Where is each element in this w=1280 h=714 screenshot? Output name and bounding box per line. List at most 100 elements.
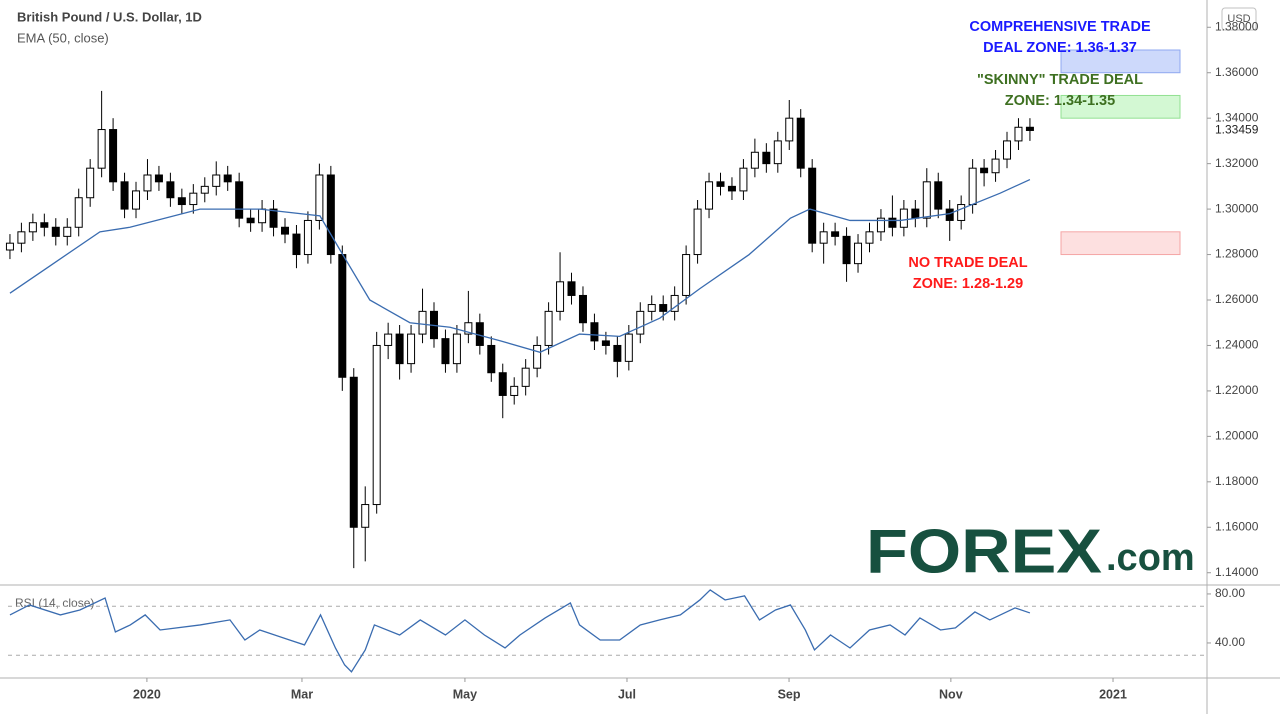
candle-body	[86, 167, 95, 199]
candle-body	[40, 222, 49, 228]
candle-body	[384, 333, 393, 346]
candle-body	[957, 204, 966, 221]
candle-body	[452, 333, 461, 365]
x-tick-label: 2021	[1099, 687, 1127, 701]
candle-body	[372, 344, 381, 506]
indicator-label: EMA (50, close)	[17, 30, 109, 45]
y-tick-label: 80.00	[1215, 586, 1245, 600]
y-tick-label: 1.26000	[1215, 292, 1259, 306]
y-tick-label: 1.36000	[1215, 65, 1259, 79]
candle-body	[567, 281, 576, 296]
candle-body	[315, 174, 324, 221]
candle-body	[235, 181, 244, 219]
candle-body	[1025, 126, 1034, 131]
zone-label: COMPREHENSIVE TRADE	[969, 19, 1151, 35]
candle-body	[487, 344, 496, 374]
candle-body	[693, 208, 702, 256]
candle-body	[796, 117, 805, 169]
currency-label[interactable]: USD	[1227, 13, 1250, 25]
candle-body	[510, 385, 519, 396]
candle-body	[109, 129, 118, 183]
candle-body	[762, 151, 771, 165]
candle-body	[258, 208, 267, 224]
x-tick-label: Mar	[291, 687, 313, 701]
candle-body	[177, 197, 186, 206]
candle-body	[716, 181, 725, 187]
candle-body	[189, 192, 198, 206]
candle-body	[17, 231, 26, 244]
candle-body	[934, 181, 943, 210]
candle-body	[246, 217, 255, 224]
candle-body	[556, 281, 565, 312]
candle-body	[292, 233, 301, 256]
candle-body	[980, 167, 989, 174]
zone	[1060, 231, 1181, 256]
y-tick-label: 1.38000	[1215, 19, 1259, 33]
candle-body	[636, 310, 645, 335]
candle-body	[51, 226, 60, 237]
y-tick-label: 40.00	[1215, 635, 1245, 649]
candle-body	[200, 185, 209, 194]
x-tick-label: Nov	[939, 687, 963, 701]
y-tick-label: 1.20000	[1215, 429, 1259, 443]
candle-body	[808, 167, 817, 244]
y-tick-label: 1.32000	[1215, 156, 1259, 170]
candle-body	[223, 174, 232, 183]
candle-body	[326, 174, 335, 256]
candle-body	[154, 174, 163, 183]
candle-body	[441, 338, 450, 365]
y-tick-label: 1.18000	[1215, 474, 1259, 488]
currency-box[interactable]	[1221, 7, 1257, 31]
candle-body	[659, 304, 668, 312]
candle-body	[269, 208, 278, 228]
candle-body	[464, 322, 473, 335]
candle-body	[498, 372, 507, 396]
logo-suffix: .com	[1106, 537, 1195, 579]
y-tick-label: 1.24000	[1215, 338, 1259, 352]
y-tick-label: 1.30000	[1215, 201, 1259, 215]
candle-body	[63, 226, 72, 237]
candle-body	[670, 294, 679, 312]
candle-body	[143, 174, 152, 192]
candle-body	[968, 167, 977, 206]
line-series	[9, 589, 1031, 673]
candle-body	[28, 222, 37, 233]
candle-body	[911, 208, 920, 219]
candle-body	[991, 158, 1000, 174]
candle-body	[407, 333, 416, 365]
last-price-box	[1208, 122, 1270, 139]
candle-body	[842, 235, 851, 265]
candle-body	[647, 304, 656, 312]
candle-body	[899, 208, 908, 228]
candle-body	[132, 190, 141, 210]
y-tick-label: 1.34000	[1215, 110, 1259, 124]
zone-label: ZONE: 1.28-1.29	[913, 276, 1023, 292]
candle-body	[74, 197, 83, 228]
candle-body	[773, 140, 782, 165]
candle-body	[166, 181, 175, 199]
candle-body	[5, 242, 14, 251]
candle-body	[831, 231, 840, 237]
candle-body	[590, 322, 599, 342]
candle-body	[281, 226, 290, 235]
candle-body	[785, 117, 794, 142]
y-tick-label: 1.16000	[1215, 519, 1259, 533]
candle-body	[945, 208, 954, 221]
candle-body	[120, 181, 129, 210]
candle-body	[727, 185, 736, 192]
y-tick-label: 1.14000	[1215, 565, 1259, 579]
candle-body	[705, 181, 714, 210]
chart-title: British Pound / U.S. Dollar, 1D	[17, 9, 202, 24]
candle-body	[750, 151, 759, 169]
candle-body	[739, 167, 748, 192]
zone	[1060, 94, 1181, 119]
zone	[1060, 49, 1181, 74]
candle-body	[1014, 126, 1023, 142]
candle-body	[418, 310, 427, 335]
candle-body	[601, 340, 610, 346]
x-tick-label: Jul	[618, 687, 636, 701]
candle-body	[865, 231, 874, 244]
